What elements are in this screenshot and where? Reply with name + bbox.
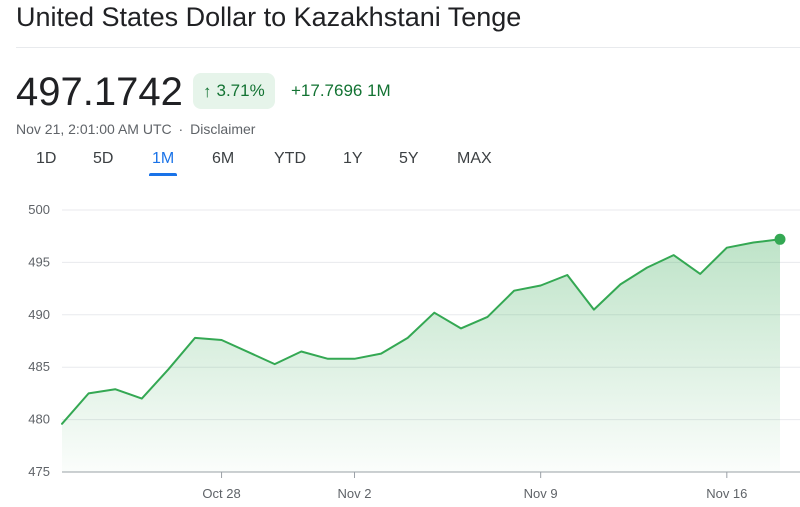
exchange-rate-chart[interactable]: 475 480 485 490 495 500 Oct 28 Nov 2 Nov 9 Nov 16 [0, 190, 800, 507]
series-line [61, 238, 781, 425]
end-point-marker [774, 233, 786, 245]
change-absolute: +17.7696 1M [291, 81, 391, 100]
tab-5d[interactable]: 5D [93, 150, 114, 167]
line-layer [61, 233, 786, 425]
meta-separator: · [178, 121, 184, 137]
y-tick-label: 500 [28, 202, 50, 217]
label-layer: 475 480 485 490 495 500 Oct 28 Nov 2 Nov 9 Nov 16 [28, 202, 747, 501]
tab-1m[interactable]: 1M [148, 150, 178, 176]
title-divider [16, 47, 800, 48]
x-tick-label: Nov 9 [524, 486, 558, 501]
y-tick-label: 495 [28, 254, 50, 269]
area-layer [62, 239, 780, 472]
y-tick-label: 485 [28, 359, 50, 374]
timestamp: Nov 21, 2:01:00 AM UTC [16, 121, 172, 137]
current-price: 497.1742 [16, 70, 183, 114]
y-tick-label: 490 [28, 307, 50, 322]
change-percent-badge: ↑ 3.71% [193, 73, 275, 109]
tab-1d[interactable]: 1D [36, 150, 57, 167]
range-tabs: 1D 5D 1M 6M YTD 1Y 5Y MAX [0, 150, 560, 180]
y-tick-label: 475 [28, 464, 50, 479]
area-fill [62, 239, 780, 472]
tab-1y[interactable]: 1Y [343, 150, 363, 167]
y-tick-label: 480 [28, 412, 50, 427]
tab-6m[interactable]: 6M [212, 150, 235, 167]
disclaimer-link[interactable]: Disclaimer [190, 121, 256, 137]
quote-meta: Nov 21, 2:01:00 AM UTC · Disclaimer [16, 121, 255, 137]
tab-max[interactable]: MAX [457, 150, 492, 167]
x-tick-label: Nov 2 [338, 486, 372, 501]
x-tick-label: Nov 16 [706, 486, 747, 501]
tab-5y[interactable]: 5Y [399, 150, 419, 167]
tab-ytd[interactable]: YTD [274, 150, 306, 167]
change-percent-value: 3.71% [216, 81, 265, 100]
page-title: United States Dollar to Kazakhstani Teng… [16, 2, 522, 32]
x-tick-label: Oct 28 [202, 486, 240, 501]
arrow-up-icon: ↑ [203, 81, 212, 101]
